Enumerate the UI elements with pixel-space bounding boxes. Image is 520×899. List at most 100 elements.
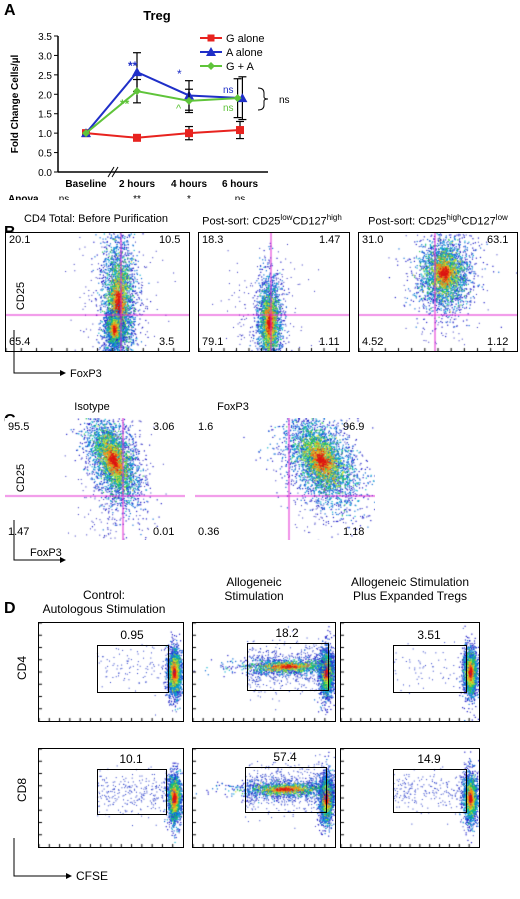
annotation: * [177, 67, 182, 81]
plot-title-text: Post-sort: CD25 [202, 215, 281, 228]
title-superscript: low [280, 213, 293, 222]
legend-marker [207, 34, 215, 42]
flow-plot: 1.6 96.9 0.36 1.18 [195, 418, 375, 540]
title-marker: CD127 [292, 215, 327, 228]
annotation: ** [128, 59, 138, 73]
density-dots [193, 623, 335, 721]
x-tick-label: Baseline [65, 179, 107, 190]
cfse-plot: 3.51 [340, 622, 480, 722]
arrow-head [60, 557, 66, 563]
anova-value: ns [59, 194, 70, 200]
plot-title: FoxP3 [217, 401, 249, 413]
gate-percentage: 0.95 [120, 628, 144, 642]
series-line [85, 70, 243, 134]
anova-value: ** [133, 194, 141, 200]
density-dots [341, 749, 479, 847]
annotation: ns [279, 95, 290, 106]
axis-arrow [13, 520, 60, 561]
quadrant-ul: 1.6 [198, 421, 214, 433]
gate-box [393, 645, 467, 693]
y-axis-label: CD25 [15, 282, 27, 310]
density-dots [6, 233, 189, 351]
gate-box [393, 769, 467, 813]
plot-title-text: CD4 Total: Before Purification [23, 213, 169, 225]
marker-diamond [185, 96, 193, 105]
cfse-plot: 0.95 [38, 622, 184, 722]
density-dots [359, 233, 517, 351]
title-marker: CD127 [461, 215, 496, 228]
gate-box [97, 645, 169, 693]
plot-title: Control: Autologous Stimulation [14, 588, 194, 616]
series-line [85, 129, 241, 139]
plot-title-line: Plus Expanded Tregs [352, 589, 468, 603]
cfse-plot: 18.2 [192, 622, 336, 722]
treg-line-chart: Treg 0.0 0.5 1.0 1.5 2.0 2.5 3.0 3.5 Fold Change … [8, 8, 290, 200]
gate-percentage: 3.51 [417, 628, 441, 642]
y-tick-label: 3.0 [38, 51, 52, 62]
title-superscript: low [495, 213, 508, 222]
axis-arrow [13, 330, 60, 374]
chart-title: Treg [143, 8, 171, 23]
density-dots [5, 418, 185, 540]
plot-title-line: Stimulation [224, 589, 284, 603]
quadrant-lr: 3.5 [159, 336, 175, 348]
gate-percentage: 10.1 [119, 752, 143, 766]
density-dots [199, 233, 349, 351]
legend-label: G + A [226, 61, 254, 73]
marker-diamond [82, 129, 90, 138]
quadrant-ll: 79.1 [202, 336, 224, 348]
axis-break [107, 166, 115, 178]
quadrant-ll: 1.47 [8, 526, 30, 538]
quadrant-ur: 3.06 [153, 421, 175, 433]
row-label: CD4 [15, 656, 29, 680]
quadrant-lr: 0.01 [153, 526, 175, 538]
anova-value: ns [235, 194, 246, 200]
gate-box [245, 767, 327, 813]
annotation: ** [120, 97, 130, 111]
arrow-head [60, 370, 66, 376]
marker-diamond [133, 87, 141, 96]
title-superscript: high [446, 213, 462, 222]
y-tick-label: 1.0 [38, 129, 52, 140]
y-tick-label: 0.5 [38, 149, 52, 160]
y-axis-label: Fold Change Cells/µl [10, 55, 21, 154]
marker-diamond [233, 94, 242, 103]
anova-label: Anova [8, 194, 39, 200]
arrow-head [66, 873, 72, 879]
marker-square [185, 129, 193, 138]
y-tick-label: 0.0 [38, 168, 52, 179]
quadrant-ll: 0.36 [198, 526, 220, 538]
x-tick-label: 4 hours [171, 179, 208, 190]
x-axis-label: CFSE [76, 869, 108, 883]
plot-title: Post-sort: CD25lowCD127high [172, 213, 372, 228]
flow-plot: 95.5 3.06 1.47 0.01 [5, 418, 185, 540]
plot-title: Allogeneic Stimulation [164, 575, 344, 603]
density-dots [39, 623, 183, 721]
quadrant-ul: 95.5 [8, 421, 30, 433]
panel-letter-d: D [4, 600, 16, 617]
y-tick-label: 2.5 [38, 71, 52, 82]
legend-label: A alone [226, 47, 263, 59]
x-axis-label: FoxP3 [70, 368, 102, 380]
quadrant-ul: 20.1 [9, 234, 31, 246]
legend-marker [207, 62, 215, 70]
quadrant-ul: 18.3 [202, 234, 224, 246]
annotation: ns [223, 103, 234, 114]
plot-title: Allogeneic Stimulation Plus Expanded Treg… [320, 575, 500, 603]
panel-letter-a: A [4, 2, 16, 19]
plot-title-line: Allogeneic [226, 575, 282, 589]
annotation: ^ [176, 103, 182, 115]
y-tick-label: 2.0 [38, 90, 52, 101]
quadrant-ur: 63.1 [487, 234, 509, 246]
cfse-plot: 57.4 [192, 748, 336, 848]
gate-percentage: 14.9 [417, 752, 441, 766]
gate-box [97, 769, 167, 815]
legend-marker [206, 47, 216, 56]
density-dots [193, 749, 335, 847]
anova-value: * [187, 194, 191, 200]
quadrant-ll: 4.52 [362, 336, 384, 348]
marker-triangle [132, 67, 142, 77]
quadrant-lr: 1.12 [487, 336, 509, 348]
